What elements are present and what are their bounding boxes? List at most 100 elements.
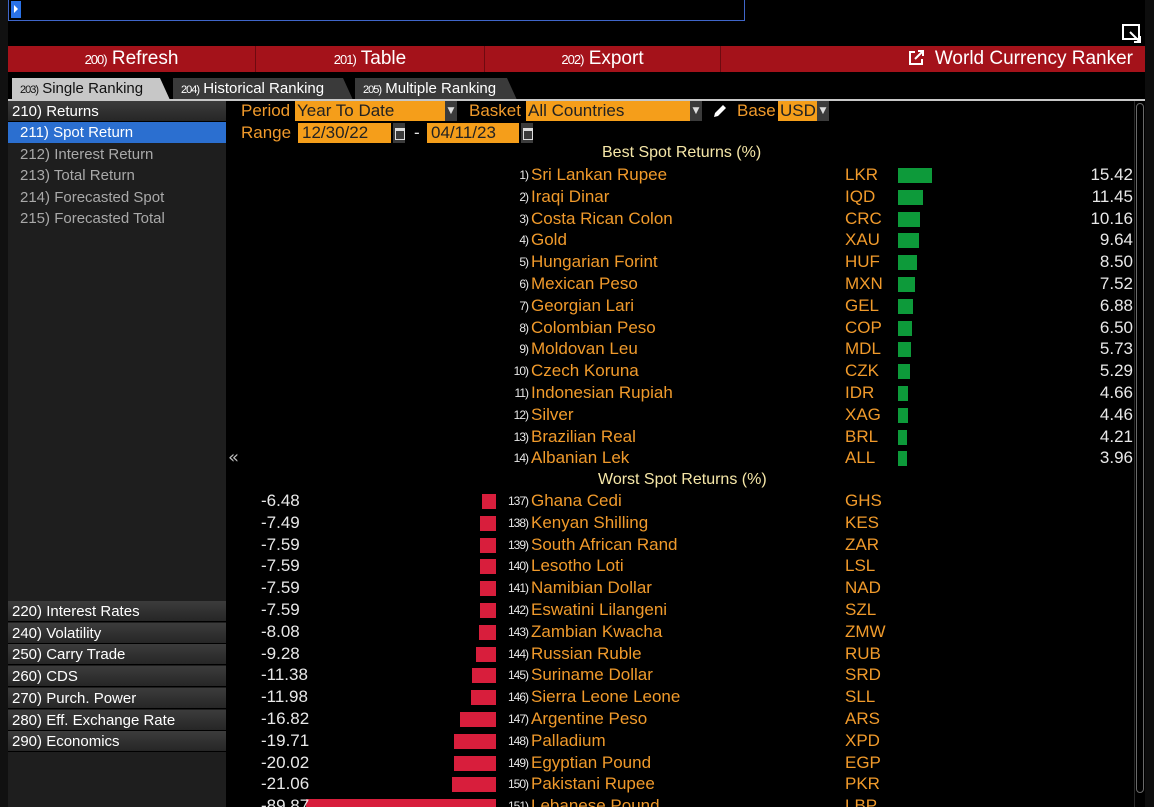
ranking-row[interactable]: 148) Palladium XPD -19.71 [240, 731, 1140, 753]
currency-name: Russian Ruble [531, 643, 642, 663]
currency-name: Zambian Kwacha [531, 621, 663, 641]
export-label: Export [588, 48, 644, 69]
ranking-row[interactable]: 7) Georgian Lari GEL 6.88 [240, 296, 1140, 318]
ranking-row[interactable]: 149) Egyptian Pound EGP -20.02 [240, 753, 1140, 775]
launch-title[interactable]: World Currency Ranker [907, 46, 1133, 72]
ranking-row[interactable]: 140) Lesotho Loti LSL -7.59 [240, 556, 1140, 578]
table-button[interactable]: 201) Table [256, 46, 485, 72]
ranking-row[interactable]: 6) Mexican Peso MXN 7.52 [240, 274, 1140, 296]
sidebar-header-volatility[interactable]: 240) Volatility [8, 623, 226, 644]
return-bar [471, 668, 496, 684]
sidebar-item-interest-return[interactable]: 212) Interest Return [20, 146, 154, 163]
sidebar-item-total-return[interactable]: 213) Total Return [20, 167, 135, 184]
range-start-field[interactable]: 12/30/22 [298, 123, 391, 143]
period-dropdown-icon[interactable]: ▼ [445, 101, 457, 121]
ranking-row[interactable]: 147) Argentine Peso ARS -16.82 [240, 709, 1140, 731]
sidebar-header-cds[interactable]: 260) CDS [8, 666, 226, 687]
rank-number: 148) [507, 733, 529, 748]
return-value: -7.49 [261, 512, 300, 532]
rank-number: 149) [507, 755, 529, 770]
base-select[interactable]: USD [778, 101, 817, 121]
ranking-row[interactable]: 3) Costa Rican Colon CRC 10.16 [240, 209, 1140, 231]
currency-code: SRD [845, 665, 881, 685]
sidebar-header-economics[interactable]: 290) Economics [8, 731, 226, 752]
rank-number: 139) [507, 537, 529, 552]
range-start-calendar-icon[interactable] [393, 123, 405, 143]
ranking-row[interactable]: 150) Pakistani Rupee PKR -21.06 [240, 774, 1140, 796]
rank-number: 3) [519, 211, 529, 226]
sidebar-header-returns[interactable]: 210) Returns [8, 101, 226, 122]
command-line[interactable] [8, 0, 745, 21]
currency-name: Brazilian Real [531, 426, 636, 446]
tab-single-ranking[interactable]: 203) Single Ranking [12, 78, 170, 100]
sidebar-header-carry-trade[interactable]: 250) Carry Trade [8, 644, 226, 665]
base-dropdown-icon[interactable]: ▼ [817, 101, 829, 121]
refresh-button[interactable]: 200) Refresh [8, 46, 256, 72]
ranking-row[interactable]: 1) Sri Lankan Rupee LKR 15.42 [240, 165, 1140, 187]
return-bar [451, 777, 496, 793]
undock-window-icon[interactable] [1121, 23, 1143, 45]
ranking-row[interactable]: 139) South African Rand ZAR -7.59 [240, 535, 1140, 557]
ranking-row[interactable]: 143) Zambian Kwacha ZMW -8.08 [240, 622, 1140, 644]
ranking-row[interactable]: 12) Silver XAG 4.46 [240, 405, 1140, 427]
range-end-field[interactable]: 04/11/23 [427, 123, 519, 143]
rank-number: 143) [507, 624, 529, 639]
return-value: 11.45 [1091, 186, 1133, 206]
ranking-row[interactable]: 14) Albanian Lek ALL 3.96 [240, 448, 1140, 470]
return-bar [480, 515, 496, 531]
sidebar-header-interest-rates[interactable]: 220) Interest Rates [8, 601, 226, 622]
basket-dropdown-icon[interactable]: ▼ [690, 101, 702, 121]
export-number: 202) [561, 52, 584, 67]
refresh-label: Refresh [111, 48, 179, 69]
ranking-row[interactable]: 137) Ghana Cedi GHS -6.48 [240, 491, 1140, 513]
tab-bar: 203) Single Ranking 204) Historical Rank… [8, 78, 1145, 100]
ranking-row[interactable]: 10) Czech Koruna CZK 5.29 [240, 361, 1140, 383]
ranking-row[interactable]: 11) Indonesian Rupiah IDR 4.66 [240, 383, 1140, 405]
external-link-icon [908, 50, 924, 65]
return-value: 4.46 [1099, 404, 1133, 424]
ranking-row[interactable]: 146) Sierra Leone Leone SLL -11.98 [240, 687, 1140, 709]
sidebar-item-forecasted-spot[interactable]: 214) Forecasted Spot [20, 189, 165, 206]
scroll-thumb[interactable] [1136, 103, 1144, 793]
ranking-row[interactable]: 9) Moldovan Leu MDL 5.73 [240, 339, 1140, 361]
return-value: -11.38 [261, 665, 308, 685]
ranking-row[interactable]: 13) Brazilian Real BRL 4.21 [240, 427, 1140, 449]
currency-code: PKR [845, 774, 880, 794]
tab-underline [8, 99, 1145, 101]
ranking-row[interactable]: 145) Suriname Dollar SRD -11.38 [240, 665, 1140, 687]
toolbar: 200) Refresh 201) Table 202) Export Worl… [8, 46, 1145, 72]
return-bar [898, 298, 914, 314]
edit-basket-icon[interactable] [711, 102, 729, 120]
tab-multiple-ranking[interactable]: 205) Multiple Ranking [355, 78, 517, 100]
ranking-row[interactable]: 138) Kenyan Shilling KES -7.49 [240, 513, 1140, 535]
return-bar [480, 603, 496, 618]
ranking-row[interactable]: 2) Iraqi Dinar IQD 11.45 [240, 187, 1140, 209]
range-end-calendar-icon[interactable] [521, 123, 533, 143]
rank-number: 6) [519, 277, 529, 291]
period-select[interactable]: Year To Date [295, 101, 445, 121]
basket-select[interactable]: All Countries [526, 101, 690, 121]
ranking-row[interactable]: 4) Gold XAU 9.64 [240, 230, 1140, 252]
ranking-row[interactable]: 142) Eswatini Lilangeni SZL -7.59 [240, 600, 1140, 622]
ranking-row[interactable]: 144) Russian Ruble RUB -9.28 [240, 644, 1140, 666]
return-bar [898, 429, 908, 445]
sidebar-item-forecasted-total[interactable]: 215) Forecasted Total [20, 210, 165, 227]
ranking-row[interactable]: 8) Colombian Peso COP 6.50 [240, 318, 1140, 340]
currency-name: Czech Koruna [531, 361, 639, 381]
rank-number: 140) [507, 559, 529, 574]
tab-historical-ranking[interactable]: 204) Historical Ranking [173, 78, 353, 100]
ranking-row[interactable]: 141) Namibian Dollar NAD -7.59 [240, 578, 1140, 600]
sidebar-header-purch-power[interactable]: 270) Purch. Power [8, 688, 226, 709]
scrollbar[interactable] [1134, 101, 1145, 807]
currency-name: Georgian Lari [531, 295, 635, 315]
currency-code: LBP [845, 796, 878, 807]
ranking-row[interactable]: 151) Lebanese Pound LBP -89.87 [240, 796, 1140, 807]
tab-label: Historical Ranking [203, 80, 325, 97]
collapse-sidebar-icon[interactable]: « [228, 447, 240, 468]
rank-number: 9) [519, 342, 529, 357]
currency-code: IDR [845, 383, 875, 402]
sidebar-header-eff-exchange-rate[interactable]: 280) Eff. Exchange Rate [8, 710, 226, 731]
ranking-row[interactable]: 5) Hungarian Forint HUF 8.50 [240, 252, 1140, 274]
sidebar-item-spot-return[interactable]: 211) Spot Return [8, 122, 226, 143]
export-button[interactable]: 202) Export [485, 46, 721, 72]
